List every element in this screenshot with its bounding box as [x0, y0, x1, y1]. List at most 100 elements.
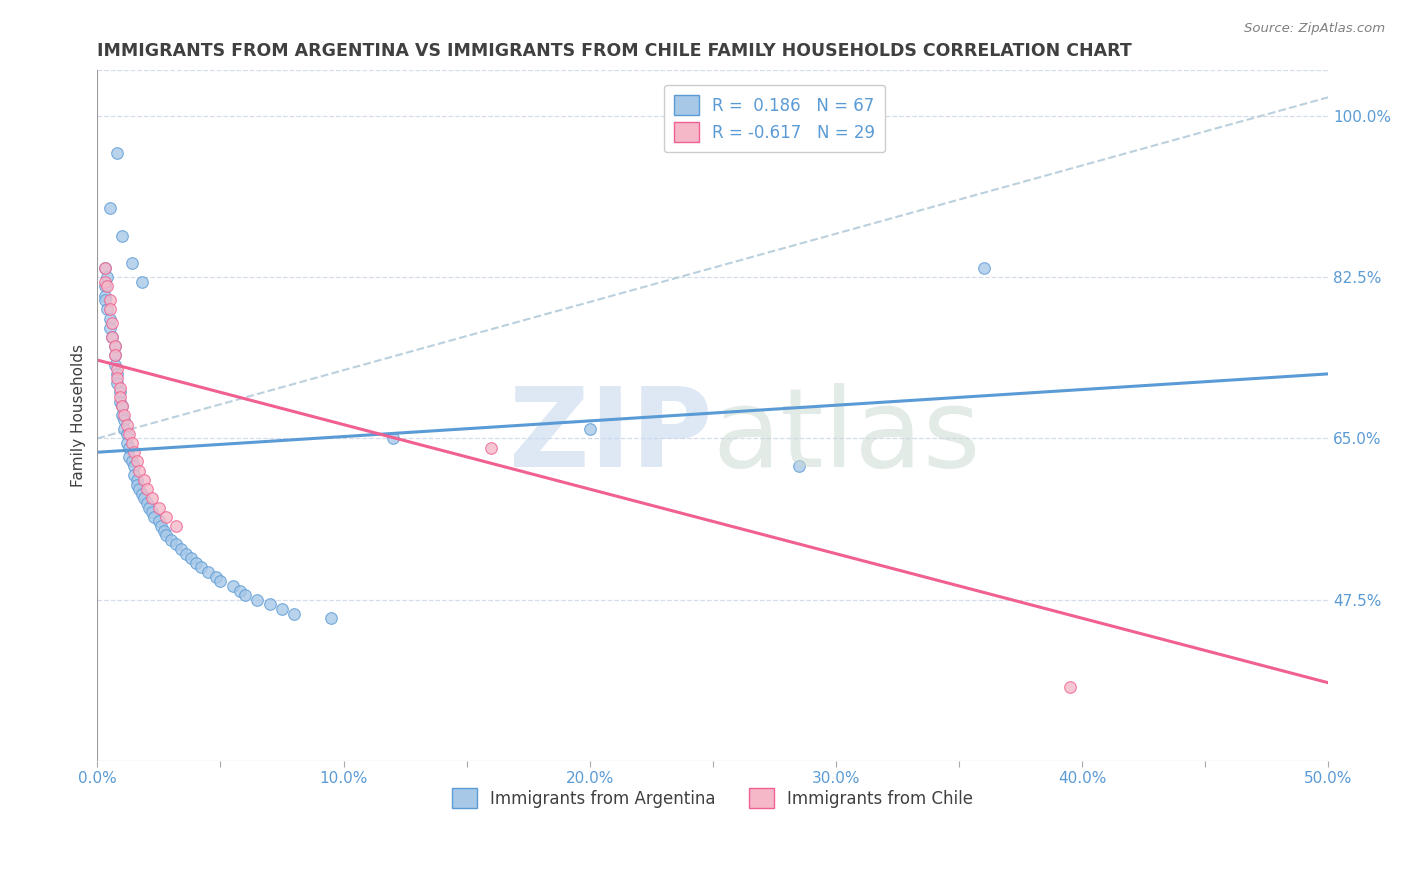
- Point: [103, 358, 125, 372]
- Point: [148, 515, 170, 529]
- Point: [174, 547, 197, 561]
- Point: [93, 288, 115, 302]
- Point: [101, 330, 124, 344]
- Point: [112, 413, 135, 427]
- Point: [165, 519, 187, 533]
- Point: [381, 431, 404, 445]
- Point: [105, 367, 128, 381]
- Text: Source: ZipAtlas.com: Source: ZipAtlas.com: [1244, 22, 1385, 36]
- Point: [111, 399, 134, 413]
- Point: [118, 426, 141, 441]
- Point: [98, 293, 121, 307]
- Point: [170, 542, 193, 557]
- Point: [93, 293, 115, 307]
- Point: [108, 394, 131, 409]
- Legend: Immigrants from Argentina, Immigrants from Chile: Immigrants from Argentina, Immigrants fr…: [446, 781, 980, 815]
- Point: [111, 228, 134, 243]
- Point: [125, 473, 148, 487]
- Point: [204, 570, 226, 584]
- Point: [105, 145, 128, 160]
- Point: [125, 454, 148, 468]
- Point: [115, 417, 138, 432]
- Point: [135, 482, 157, 496]
- Point: [787, 458, 810, 473]
- Point: [131, 275, 153, 289]
- Point: [115, 426, 138, 441]
- Point: [197, 565, 219, 579]
- Point: [155, 509, 177, 524]
- Point: [105, 376, 128, 390]
- Point: [125, 477, 148, 491]
- Point: [148, 500, 170, 515]
- Point: [143, 509, 166, 524]
- Point: [96, 270, 118, 285]
- Point: [150, 519, 173, 533]
- Point: [115, 436, 138, 450]
- Point: [98, 201, 121, 215]
- Point: [1059, 681, 1081, 695]
- Point: [160, 533, 183, 547]
- Point: [134, 491, 156, 506]
- Point: [98, 311, 121, 326]
- Point: [134, 473, 156, 487]
- Point: [128, 464, 150, 478]
- Point: [141, 491, 163, 506]
- Point: [111, 399, 134, 413]
- Point: [103, 348, 125, 362]
- Point: [112, 422, 135, 436]
- Point: [108, 390, 131, 404]
- Point: [124, 468, 146, 483]
- Point: [209, 574, 232, 589]
- Point: [233, 588, 256, 602]
- Point: [101, 330, 124, 344]
- Point: [165, 537, 187, 551]
- Point: [135, 496, 157, 510]
- Point: [479, 441, 502, 455]
- Point: [321, 611, 343, 625]
- Point: [259, 598, 281, 612]
- Point: [180, 551, 202, 566]
- Point: [229, 583, 252, 598]
- Point: [121, 454, 143, 468]
- Point: [141, 505, 163, 519]
- Point: [101, 316, 124, 330]
- Point: [190, 560, 212, 574]
- Point: [124, 445, 146, 459]
- Point: [93, 260, 115, 275]
- Y-axis label: Family Households: Family Households: [72, 343, 86, 487]
- Text: ZIP: ZIP: [509, 383, 713, 490]
- Point: [973, 260, 995, 275]
- Point: [121, 436, 143, 450]
- Point: [103, 339, 125, 353]
- Text: IMMIGRANTS FROM ARGENTINA VS IMMIGRANTS FROM CHILE FAMILY HOUSEHOLDS CORRELATION: IMMIGRANTS FROM ARGENTINA VS IMMIGRANTS …: [97, 42, 1132, 60]
- Point: [184, 556, 207, 570]
- Point: [128, 482, 150, 496]
- Point: [222, 579, 245, 593]
- Point: [93, 275, 115, 289]
- Point: [111, 409, 134, 423]
- Point: [108, 381, 131, 395]
- Point: [98, 320, 121, 334]
- Point: [108, 385, 131, 400]
- Point: [121, 256, 143, 270]
- Point: [105, 362, 128, 376]
- Point: [112, 409, 135, 423]
- Point: [93, 279, 115, 293]
- Point: [118, 450, 141, 464]
- Point: [105, 371, 128, 385]
- Point: [153, 524, 176, 538]
- Point: [271, 602, 294, 616]
- Point: [103, 348, 125, 362]
- Point: [93, 260, 115, 275]
- Text: atlas: atlas: [713, 383, 981, 490]
- Point: [246, 592, 269, 607]
- Point: [578, 422, 600, 436]
- Point: [98, 302, 121, 317]
- Point: [96, 302, 118, 317]
- Point: [118, 441, 141, 455]
- Point: [96, 279, 118, 293]
- Point: [138, 500, 160, 515]
- Point: [131, 487, 153, 501]
- Point: [155, 528, 177, 542]
- Point: [124, 458, 146, 473]
